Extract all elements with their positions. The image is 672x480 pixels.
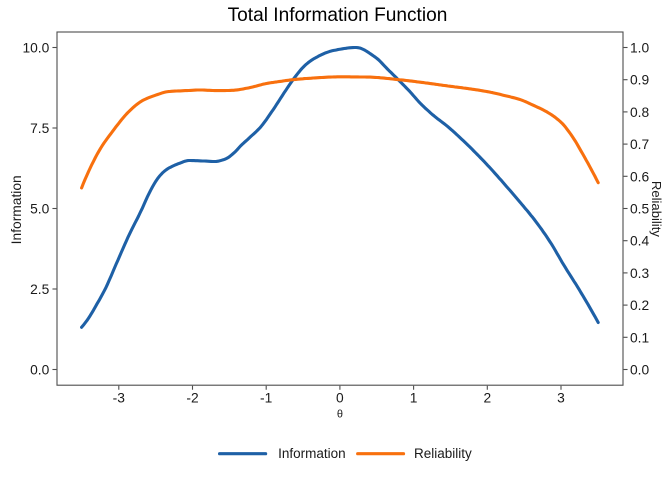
svg-text:0.5: 0.5 bbox=[630, 202, 650, 217]
svg-text:1: 1 bbox=[410, 390, 418, 405]
svg-text:Total Information Function: Total Information Function bbox=[228, 5, 448, 26]
svg-text:3: 3 bbox=[557, 390, 565, 405]
svg-text:1.0: 1.0 bbox=[630, 41, 650, 56]
svg-text:0.1: 0.1 bbox=[630, 330, 649, 345]
svg-text:Reliability: Reliability bbox=[649, 181, 664, 237]
svg-text:10.0: 10.0 bbox=[22, 41, 49, 56]
svg-text:Reliability: Reliability bbox=[414, 446, 472, 461]
svg-text:-2: -2 bbox=[186, 390, 198, 405]
svg-text:0.3: 0.3 bbox=[630, 266, 650, 281]
svg-text:7.5: 7.5 bbox=[30, 121, 50, 136]
svg-text:0.6: 0.6 bbox=[630, 169, 650, 184]
svg-text:2.5: 2.5 bbox=[30, 282, 50, 297]
svg-text:-1: -1 bbox=[260, 390, 272, 405]
svg-text:0.7: 0.7 bbox=[630, 137, 649, 152]
svg-text:2: 2 bbox=[483, 390, 491, 405]
svg-text:0.2: 0.2 bbox=[630, 298, 649, 313]
svg-text:-3: -3 bbox=[113, 390, 126, 405]
svg-text:Information: Information bbox=[278, 446, 346, 461]
svg-text:0.9: 0.9 bbox=[630, 73, 650, 88]
svg-text:0.4: 0.4 bbox=[630, 234, 650, 249]
svg-text:0.0: 0.0 bbox=[30, 363, 50, 378]
svg-text:θ: θ bbox=[337, 409, 343, 421]
svg-text:0: 0 bbox=[336, 390, 344, 405]
svg-text:0.8: 0.8 bbox=[630, 105, 650, 120]
svg-text:Information: Information bbox=[9, 175, 24, 244]
svg-text:0.0: 0.0 bbox=[630, 363, 650, 378]
svg-text:5.0: 5.0 bbox=[30, 202, 50, 217]
